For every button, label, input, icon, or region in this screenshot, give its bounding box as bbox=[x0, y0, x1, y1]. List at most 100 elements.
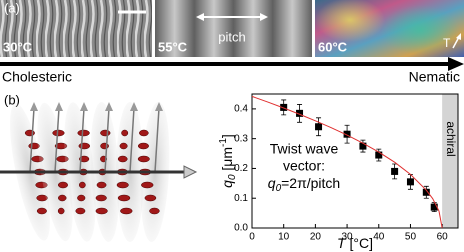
data-point bbox=[422, 188, 430, 196]
x-tick-label: 0 bbox=[249, 232, 255, 243]
panel-a: (a) 30°C 55°C 60°C pitch T Cholesteric N… bbox=[0, 0, 464, 85]
molecule bbox=[137, 142, 149, 150]
label-part: q bbox=[219, 180, 235, 188]
molecule bbox=[149, 207, 160, 215]
data-point bbox=[406, 178, 414, 186]
arrow-head bbox=[183, 165, 198, 179]
micrograph-30 bbox=[0, 0, 152, 57]
molecule bbox=[141, 181, 154, 189]
molecule bbox=[116, 181, 129, 189]
temperature-label: 55°C bbox=[158, 39, 188, 54]
phase-label: Cholesteric bbox=[2, 69, 72, 85]
x-axis-label: T [°C] bbox=[337, 235, 373, 251]
director-arrow bbox=[29, 107, 35, 173]
data-point bbox=[430, 203, 438, 211]
molecule bbox=[120, 207, 133, 215]
arrow-head bbox=[55, 102, 63, 111]
label-part: 0 bbox=[227, 174, 238, 180]
annotation: Twist wave bbox=[270, 141, 339, 157]
chart: achiral 0 10 20 30 40 50 60 0.0 0.1 0.2 0.3 0.4 T [°C… bbox=[218, 93, 459, 251]
molecule bbox=[137, 155, 150, 163]
data-point bbox=[375, 151, 383, 159]
achiral-band bbox=[442, 94, 458, 228]
x-tick-label: 10 bbox=[278, 232, 290, 243]
pitch-label: pitch bbox=[218, 29, 245, 44]
temperature-label: 60°C bbox=[318, 39, 348, 54]
molecule bbox=[119, 142, 128, 150]
annotation: vector: bbox=[283, 158, 325, 174]
director-arrow bbox=[79, 107, 85, 173]
molecule bbox=[57, 181, 69, 189]
data-point bbox=[296, 109, 304, 117]
data-point bbox=[359, 142, 367, 150]
label-part: [°C] bbox=[346, 235, 373, 251]
plot-frame bbox=[251, 93, 459, 229]
molecule bbox=[100, 129, 111, 137]
data-point bbox=[315, 123, 323, 131]
band-label: achiral bbox=[444, 121, 458, 156]
x-tick-label: 20 bbox=[310, 232, 322, 243]
molecule bbox=[36, 207, 47, 215]
data-point bbox=[280, 103, 288, 111]
arrow-head bbox=[105, 102, 113, 111]
y-tick-label: 0.1 bbox=[234, 193, 248, 204]
molecule bbox=[79, 155, 90, 163]
molecule bbox=[95, 194, 107, 202]
y-tick-label: 0.2 bbox=[234, 163, 248, 174]
label-part: ] bbox=[219, 134, 235, 138]
molecule bbox=[117, 155, 128, 163]
data-point bbox=[391, 167, 399, 175]
y-tick-label: 0.0 bbox=[234, 223, 248, 234]
temperature-label: 30°C bbox=[3, 39, 33, 54]
molecule bbox=[75, 207, 86, 215]
texture bbox=[380, 5, 460, 55]
x-tick-label: 40 bbox=[373, 232, 385, 243]
panel-label: (a) bbox=[4, 0, 20, 15]
molecule bbox=[96, 181, 107, 189]
molecule bbox=[95, 207, 108, 215]
pitch-arrow bbox=[196, 13, 268, 21]
label-part: 0 bbox=[276, 183, 282, 194]
label-part: =2π/pitch bbox=[281, 175, 340, 191]
arrow-head bbox=[130, 102, 138, 111]
fit-curve bbox=[251, 95, 443, 229]
arrow-head bbox=[80, 102, 88, 111]
molecule bbox=[57, 207, 65, 215]
molecule bbox=[77, 194, 86, 202]
molecule bbox=[144, 194, 157, 202]
molecule bbox=[78, 142, 91, 150]
micrograph-55 bbox=[155, 0, 312, 57]
label-part: q bbox=[268, 175, 276, 191]
x-tick-label: 60 bbox=[437, 232, 449, 243]
label-part: [μm bbox=[219, 147, 235, 175]
molecule bbox=[58, 194, 67, 202]
molecule bbox=[121, 129, 129, 137]
annotation-formula: q0=2π/pitch bbox=[268, 175, 340, 194]
t-label: T bbox=[443, 36, 451, 50]
t-arrow bbox=[452, 33, 461, 49]
helix-render: (b) bbox=[0, 92, 198, 242]
texture bbox=[315, 0, 385, 42]
molecule bbox=[77, 129, 90, 137]
data-point bbox=[343, 130, 351, 138]
molecule bbox=[139, 129, 149, 137]
arrow-head bbox=[448, 57, 464, 71]
director-arrow bbox=[104, 107, 110, 173]
director-arrow bbox=[54, 107, 60, 173]
arrow-head bbox=[155, 102, 163, 111]
x-tick-label: 30 bbox=[342, 232, 354, 243]
molecule bbox=[52, 129, 65, 137]
arrow-head bbox=[30, 102, 38, 111]
molecule bbox=[78, 181, 86, 189]
y-tick-label: 0.3 bbox=[234, 133, 248, 144]
director-arrow bbox=[154, 107, 160, 173]
label-part: -1 bbox=[218, 138, 229, 147]
y-axis-label: q0 [μm-1] bbox=[218, 134, 238, 188]
x-tick-label: 50 bbox=[405, 232, 417, 243]
phase-label: Nematic bbox=[409, 69, 460, 85]
y-tick-label: 0.4 bbox=[234, 104, 248, 115]
label-part: T bbox=[337, 235, 347, 251]
director-arrow bbox=[129, 107, 135, 173]
molecule bbox=[117, 194, 131, 202]
